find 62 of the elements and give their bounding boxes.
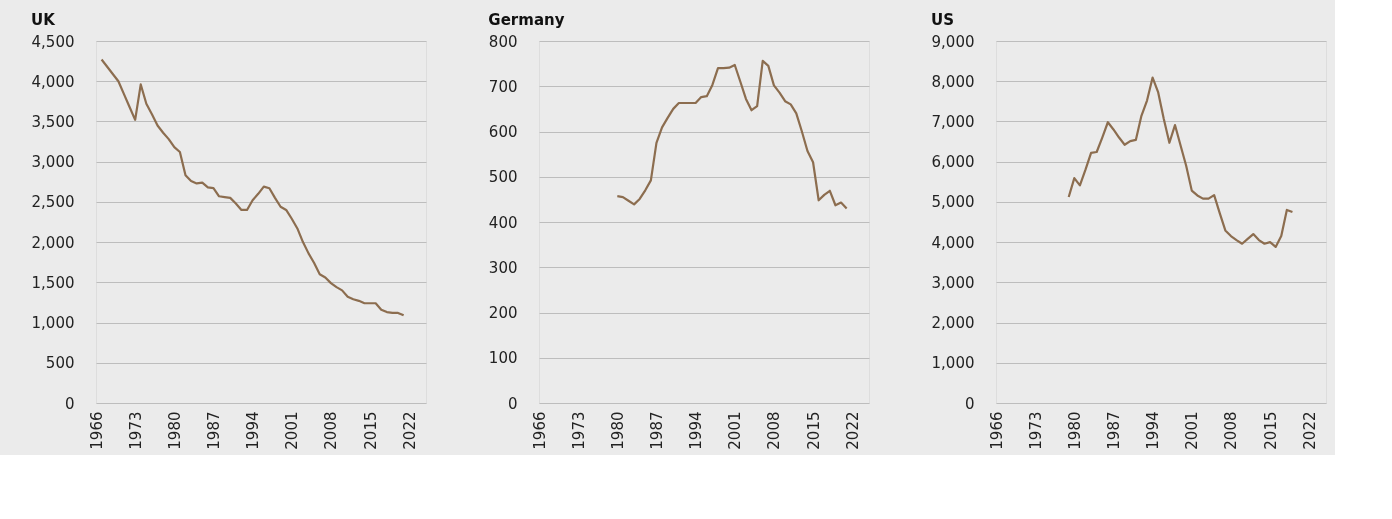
x-tick-label: 2022 [843, 411, 862, 450]
y-tick-label: 6,000 [931, 153, 975, 172]
y-tick-label: 2,500 [31, 193, 75, 212]
y-tick-label: 0 [964, 394, 975, 413]
y-tick-label: 9,000 [931, 32, 975, 51]
x-tick-label: 1980 [165, 411, 184, 450]
chart-title: UK [31, 11, 57, 29]
y-tick-label: 0 [507, 394, 518, 413]
x-tick-label: 2008 [322, 411, 341, 450]
line-series [1067, 76, 1294, 249]
x-tick-label: 1987 [1104, 411, 1123, 450]
x-tick-label: 2001 [726, 411, 745, 450]
y-tick-label: 200 [488, 304, 518, 322]
y-tick-label: 4,500 [31, 32, 75, 51]
y-tick-label: 1,000 [931, 354, 975, 373]
x-tick-label: 1980 [608, 411, 627, 450]
y-tick-label: 500 [488, 168, 518, 187]
chart-title: US [931, 11, 955, 29]
y-tick-label: 500 [45, 354, 75, 373]
y-tick-label: 100 [488, 349, 518, 368]
y-tick-label: 300 [488, 258, 518, 277]
x-tick-label: 2001 [1183, 411, 1202, 450]
y-tick-label: 2,000 [31, 233, 75, 252]
x-tick-label: 1987 [647, 411, 666, 450]
y-tick-label: 400 [488, 213, 518, 232]
y-tick-label: 600 [488, 123, 518, 141]
line-series [100, 58, 405, 317]
x-tick-label: 2022 [400, 411, 419, 450]
y-tick-label: 4,000 [31, 72, 75, 91]
y-tick-label: 3,000 [31, 153, 75, 172]
x-tick-label: 1994 [244, 411, 263, 450]
x-tick-label: 1987 [204, 411, 223, 450]
y-tick-label: 3,500 [31, 112, 75, 131]
x-tick-label: 1966 [987, 411, 1006, 450]
y-tick-label: 1,000 [31, 314, 75, 333]
y-tick-label: 5,000 [931, 193, 975, 212]
y-tick-label: 0 [64, 394, 75, 413]
y-tick-label: 700 [488, 77, 518, 96]
y-tick-label: 3,000 [931, 273, 975, 292]
y-tick-label: 800 [488, 32, 518, 51]
line-series [616, 59, 848, 210]
x-tick-label: 2008 [765, 411, 784, 450]
y-tick-label: 8,000 [931, 72, 975, 91]
x-tick-label: 1973 [1026, 411, 1045, 450]
x-tick-label: 1966 [530, 411, 549, 450]
x-tick-label: 2015 [1261, 411, 1280, 450]
x-tick-label: 1994 [1144, 411, 1163, 450]
chart-title: Germany [488, 11, 565, 29]
x-tick-label: 1973 [126, 411, 145, 450]
x-tick-label: 2001 [283, 411, 302, 450]
x-tick-label: 1973 [569, 411, 588, 450]
x-tick-label: 1980 [1065, 411, 1084, 450]
x-tick-label: 2015 [361, 411, 380, 450]
y-tick-label: 1,500 [31, 273, 75, 292]
x-tick-label: 2015 [804, 411, 823, 450]
y-tick-label: 4,000 [931, 233, 975, 252]
y-tick-label: 7,000 [931, 112, 975, 131]
x-tick-label: 2022 [1300, 411, 1319, 450]
x-tick-label: 1966 [87, 411, 106, 450]
x-tick-label: 2008 [1222, 411, 1241, 450]
x-tick-label: 1994 [687, 411, 706, 450]
y-tick-label: 2,000 [931, 314, 975, 333]
